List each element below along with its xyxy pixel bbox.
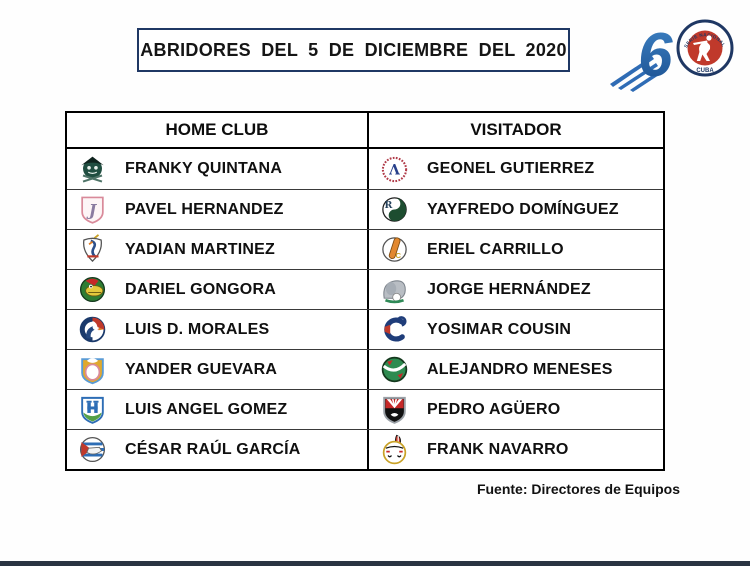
visitor-cell: ALEJANDRO MENESES xyxy=(367,350,663,389)
table-row: LUIS ANGEL GOMEZ PEDRO AGÜERO xyxy=(67,389,663,429)
table-row: CÉSAR RAÚL GARCÍA FRANK NAVARRO xyxy=(67,429,663,469)
home-player-name: LUIS ANGEL GOMEZ xyxy=(125,400,288,418)
visitor-cell: R YAYFREDO DOMÍNGUEZ xyxy=(367,190,663,229)
visitor-player-name: ALEJANDRO MENESES xyxy=(427,360,613,378)
visitor-cell: PEDRO AGÜERO xyxy=(367,390,663,429)
svg-text:Λ: Λ xyxy=(388,162,400,178)
visitor-cell: JORGE HERNÁNDEZ xyxy=(367,270,663,309)
rooster-badge-icon xyxy=(77,234,108,265)
svg-text:R: R xyxy=(385,200,393,211)
home-cell: LUIS D. MORALES xyxy=(67,310,367,349)
title-box: ABRIDORES DEL 5 DE DICIEMBRE DEL 2020 xyxy=(137,28,570,72)
logo-speed-lines-icon xyxy=(610,56,662,92)
logo-country-text: CUBA xyxy=(696,68,714,74)
table-header-row: HOME CLUB VISITADOR xyxy=(67,113,663,149)
logo-six-digit: 6 xyxy=(638,21,673,90)
eagle-badge-icon xyxy=(77,314,108,345)
home-player-name: FRANKY QUINTANA xyxy=(125,160,283,177)
visitor-cell: FRANK NAVARRO xyxy=(367,430,663,469)
visitor-player-name: ERIEL CARRILLO xyxy=(427,240,564,258)
home-cell: CÉSAR RAÚL GARCÍA xyxy=(67,430,367,469)
visitor-player-name: GEONEL GUTIERREZ xyxy=(427,160,595,177)
home-player-name: YADIAN MARTINEZ xyxy=(125,240,275,258)
leaf-yinyang-badge-icon: R xyxy=(379,194,410,225)
table-row: YANDER GUEVARA ALEJANDRO MENESES xyxy=(67,349,663,389)
visitor-player-name: YAYFREDO DOMÍNGUEZ xyxy=(427,200,619,218)
wasp-shield-badge-icon xyxy=(379,394,410,425)
visitador-header: VISITADOR xyxy=(367,113,663,147)
batter-icon xyxy=(693,35,712,61)
home-player-name: LUIS D. MORALES xyxy=(125,320,270,338)
home-player-name: PAVEL HERNANDEZ xyxy=(125,200,284,218)
home-player-name: DARIEL GONGORA xyxy=(125,280,276,298)
home-player-name: YANDER GUEVARA xyxy=(125,360,278,378)
home-cell: YANDER GUEVARA xyxy=(67,350,367,389)
home-club-header: HOME CLUB xyxy=(165,120,269,139)
home-cell: J PAVEL HERNANDEZ xyxy=(67,190,367,229)
pink-shield-j-badge-icon: J xyxy=(77,194,108,225)
table-row: LUIS D. MORALES YOSIMAR COUSIN xyxy=(67,309,663,349)
flag-boat-badge-icon xyxy=(77,434,108,465)
home-player-name: CÉSAR RAÚL GARCÍA xyxy=(125,440,301,458)
serie-nacional-60-logo: 6 SERIE NACIONAL DE BEISBOL CUBA xyxy=(608,10,734,92)
table-row: J PAVEL HERNANDEZ R YAYFREDO DOMÍNGUEZ xyxy=(67,189,663,229)
starters-table: HOME CLUB VISITADOR FRANKY QUINTANA Λ GE… xyxy=(65,111,665,471)
bottom-bar xyxy=(0,561,750,566)
svg-text:C: C xyxy=(396,251,402,260)
pirate-badge-icon xyxy=(77,154,108,185)
home-cell: DARIEL GONGORA xyxy=(67,270,367,309)
feather-face-badge-icon xyxy=(379,434,410,465)
elephant-badge-icon xyxy=(379,274,410,305)
table-row: DARIEL GONGORA JORGE HERNÁNDEZ xyxy=(67,269,663,309)
home-cell: FRANKY QUINTANA xyxy=(67,149,367,189)
visitor-cell: YOSIMAR COUSIN xyxy=(367,310,663,349)
crocodile-badge-icon xyxy=(77,274,108,305)
home-cell: YADIAN MARTINEZ xyxy=(67,230,367,269)
svg-text:V: V xyxy=(387,240,393,249)
gold-crest-badge-icon xyxy=(77,354,108,385)
home-cell: LUIS ANGEL GOMEZ xyxy=(67,390,367,429)
c-swirl-badge-icon xyxy=(379,314,410,345)
visitor-player-name: FRANK NAVARRO xyxy=(427,440,569,458)
page-title: ABRIDORES DEL 5 DE DICIEMBRE DEL 2020 xyxy=(140,39,567,60)
castle-shield-badge-icon xyxy=(77,394,108,425)
visitor-cell: Λ GEONEL GUTIERREZ xyxy=(367,149,663,189)
source-note: Fuente: Directores de Equipos xyxy=(476,481,680,497)
green-ball-badge-icon xyxy=(379,354,410,385)
table-row: FRANKY QUINTANA Λ GEONEL GUTIERREZ xyxy=(67,149,663,189)
visitor-player-name: JORGE HERNÁNDEZ xyxy=(427,280,591,298)
table-rows: FRANKY QUINTANA Λ GEONEL GUTIERREZ J PAV… xyxy=(67,149,663,469)
svg-text:J: J xyxy=(86,201,98,220)
visitor-player-name: PEDRO AGÜERO xyxy=(427,400,561,418)
visitor-player-name: YOSIMAR COUSIN xyxy=(427,320,572,338)
lambda-laurel-badge-icon: Λ xyxy=(379,154,410,185)
